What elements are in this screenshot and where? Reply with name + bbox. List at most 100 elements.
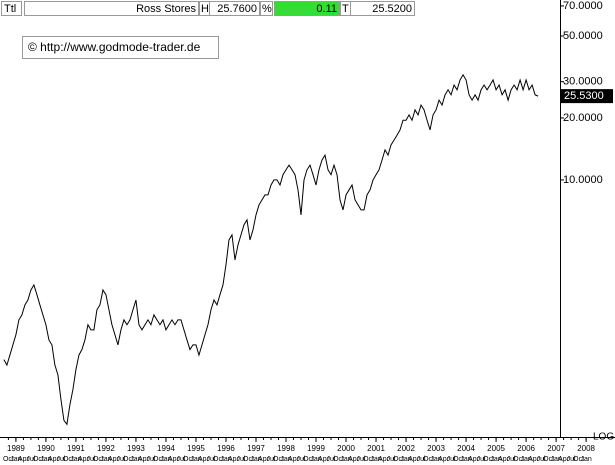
month-label: Oct	[423, 456, 434, 463]
x-tick-label: 1991	[67, 444, 85, 453]
x-tick-label: 2000	[337, 444, 355, 453]
month-label: Jul	[176, 456, 185, 463]
month-label: Oct	[63, 456, 74, 463]
month-label: Oct	[453, 456, 464, 463]
month-label: Apr	[138, 456, 150, 463]
month-label: Jan	[490, 456, 501, 463]
month-label: Oct	[393, 456, 404, 463]
month-label: Oct	[513, 456, 524, 463]
month-label: Apr	[78, 456, 90, 463]
month-label: Apr	[408, 456, 420, 463]
month-label: Oct	[153, 456, 164, 463]
x-tick-label: 2007	[547, 444, 565, 453]
header-box	[260, 1, 273, 16]
month-label: Jul	[206, 456, 215, 463]
month-label: Jan	[580, 456, 591, 463]
month-label: Apr	[198, 456, 210, 463]
month-label: Oct	[573, 456, 584, 463]
month-label: Apr	[168, 456, 180, 463]
month-label: Jan	[220, 456, 231, 463]
month-label: Jul	[56, 456, 65, 463]
month-label: Jul	[507, 456, 516, 463]
month-label: Oct	[273, 456, 284, 463]
month-label: Oct	[3, 456, 14, 463]
header-box	[350, 1, 415, 16]
x-tick-label: 1994	[157, 444, 175, 453]
month-label: Jan	[190, 456, 201, 463]
month-label: Jan	[10, 456, 21, 463]
month-label: Jan	[520, 456, 531, 463]
change-box	[274, 1, 340, 16]
month-label: Jan	[130, 456, 141, 463]
month-label: Apr	[288, 456, 300, 463]
watermark: © http://www.godmode-trader.de	[28, 40, 201, 54]
month-label: Apr	[528, 456, 540, 463]
header-box	[1, 1, 22, 16]
month-label: Apr	[18, 456, 30, 463]
month-label: Oct	[303, 456, 314, 463]
month-label: Oct	[33, 456, 44, 463]
month-label: Jan	[100, 456, 111, 463]
month-label: Jul	[417, 456, 426, 463]
month-label: Jul	[267, 456, 276, 463]
month-label: Apr	[318, 456, 330, 463]
x-tick-label: 2002	[397, 444, 415, 453]
month-label: Jan	[160, 456, 171, 463]
month-label: Jan	[460, 456, 471, 463]
x-tick-label: 2008	[577, 444, 595, 453]
x-tick-label: 1997	[247, 444, 265, 453]
last-value: 25.5200	[372, 3, 412, 15]
month-label: Apr	[348, 456, 360, 463]
month-label: Jan	[250, 456, 261, 463]
month-label: Jul	[26, 456, 35, 463]
month-label: Jul	[297, 456, 306, 463]
change-value: 0.11	[316, 3, 337, 15]
month-label: Apr	[498, 456, 510, 463]
month-label: Oct	[183, 456, 194, 463]
x-tick-label: 1996	[217, 444, 235, 453]
month-label: Jul	[537, 456, 546, 463]
x-tick-label: 1998	[277, 444, 295, 453]
y-tick-label: 50.0000	[563, 30, 603, 42]
month-label: Oct	[483, 456, 494, 463]
month-label: Jul	[86, 456, 95, 463]
high-label: H	[201, 3, 209, 15]
month-label: Jul	[357, 456, 366, 463]
y-tick-label: 30.0000	[563, 76, 603, 88]
x-tick-label: 1993	[127, 444, 145, 453]
month-label: Apr	[378, 456, 390, 463]
high-value: 25.7600	[217, 3, 257, 15]
month-label: Jul	[387, 456, 396, 463]
month-label: Jul	[146, 456, 155, 463]
month-label: Jan	[550, 456, 561, 463]
month-label: Jan	[40, 456, 51, 463]
x-tick-label: 2004	[457, 444, 475, 453]
month-label: Apr	[468, 456, 480, 463]
x-tick-label: 1999	[307, 444, 325, 453]
month-label: Jul	[327, 456, 336, 463]
x-tick-label: 1992	[97, 444, 115, 453]
month-label: Jan	[310, 456, 321, 463]
x-tick-label: 2006	[517, 444, 535, 453]
month-label: Oct	[333, 456, 344, 463]
month-label: Jul	[237, 456, 246, 463]
month-label: Apr	[228, 456, 240, 463]
month-label: Oct	[213, 456, 224, 463]
x-tick-label: 1989	[7, 444, 25, 453]
watermark-box	[22, 36, 219, 59]
y-tick-label: 20.0000	[563, 112, 603, 124]
scale-label: LOG	[593, 432, 614, 443]
y-tick-label: 70.0000	[563, 0, 603, 12]
x-tick-label: 1995	[187, 444, 205, 453]
month-label: Apr	[438, 456, 450, 463]
x-tick-label: 1990	[37, 444, 55, 453]
y-tick-label: 10.0000	[563, 174, 603, 186]
month-label: Jul	[567, 456, 576, 463]
month-label: Apr	[558, 456, 570, 463]
last-price-label: 25.5300	[564, 90, 604, 102]
x-tick-label: 2003	[427, 444, 445, 453]
month-label: Jan	[70, 456, 81, 463]
month-label: Apr	[48, 456, 60, 463]
